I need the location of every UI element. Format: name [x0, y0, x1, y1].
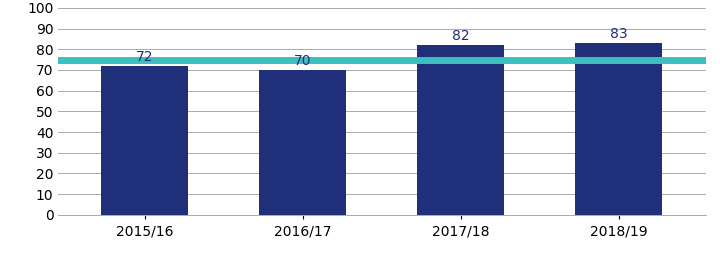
Bar	[259, 70, 346, 215]
Text: 82: 82	[452, 29, 469, 43]
Bar	[417, 45, 504, 215]
Text: 83: 83	[610, 27, 628, 41]
Text: 70: 70	[294, 54, 311, 68]
Bar	[101, 66, 188, 215]
Bar	[575, 43, 662, 215]
Text: 72: 72	[136, 50, 153, 64]
